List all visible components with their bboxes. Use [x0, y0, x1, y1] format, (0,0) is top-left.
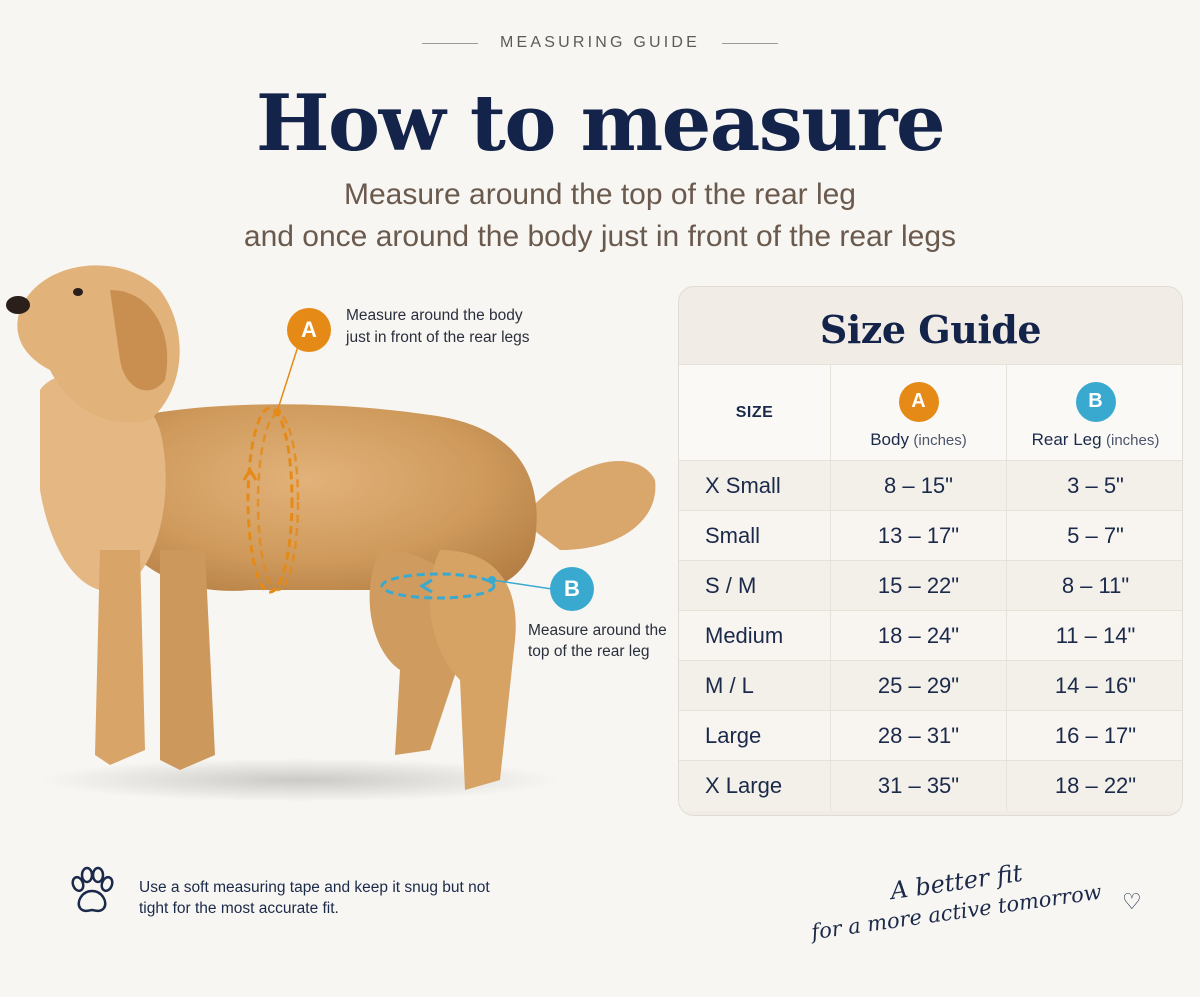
callout-a-text: Measure around the body just in front of…	[346, 307, 530, 346]
header-body-label: Body	[870, 429, 909, 449]
header-size-label: SIZE	[735, 403, 774, 421]
dog-tail	[520, 460, 656, 550]
dog-front-leg-right	[160, 550, 215, 770]
body-cell: 8 – 15"	[831, 461, 1007, 510]
dog-ear	[110, 290, 168, 391]
table-row: Large 28 – 31" 16 – 17"	[679, 711, 1182, 761]
table-row: X Large 31 – 35" 18 – 22"	[679, 761, 1182, 811]
leg-cell: 11 – 14"	[1055, 622, 1136, 648]
header-a-badge: A	[898, 381, 939, 422]
size-cell: X Large	[679, 761, 831, 811]
paw-icon	[66, 866, 118, 918]
callout-b-text: Measure around the top of the rear leg	[528, 622, 667, 660]
leg-cell: 3 – 5"	[1067, 472, 1124, 498]
dog-eye	[73, 288, 83, 296]
heart-icon: ♡	[1122, 890, 1142, 915]
subtitle-line-1: Measure around the top of the rear leg	[344, 178, 856, 211]
size-table: SIZE A Body (inches) B Rear Leg (inches)…	[679, 364, 1182, 811]
leg-cell: 8 – 11"	[1061, 572, 1130, 598]
eyebrow-rule-left	[421, 42, 478, 44]
dog-chest	[40, 373, 166, 592]
floor-shadow	[40, 758, 560, 802]
callout-b-badge: B	[550, 567, 594, 611]
eyebrow: MEASURING GUIDE	[0, 34, 1200, 52]
body-cell: 31 – 35"	[831, 761, 1007, 811]
tagline: A better fit for a more active tomorrow …	[800, 859, 1160, 960]
tip-text: Use a soft measuring tape and keep it sn…	[139, 879, 490, 917]
measure-a-loop	[242, 339, 301, 594]
size-cell: M / L	[679, 661, 831, 710]
table-row: Medium 18 – 24" 11 – 14"	[679, 611, 1182, 661]
dog-illustration	[0, 250, 670, 810]
body-cell: 13 – 17"	[831, 511, 1007, 560]
leg-cell: 16 – 17"	[1054, 722, 1137, 748]
size-guide-card: Size Guide SIZE A Body (inches) B Rear L…	[678, 286, 1183, 816]
body-cell: 28 – 31"	[831, 711, 1007, 760]
callout-a-badge: A	[287, 308, 331, 352]
size-guide-title: Size Guide	[819, 307, 1042, 352]
header-leg-text: Rear Leg (inches)	[1032, 430, 1160, 450]
header-leg-cell: B Rear Leg (inches)	[1007, 365, 1182, 460]
table-row: Small 13 – 17" 5 – 7"	[679, 511, 1182, 561]
dog-image	[6, 265, 656, 802]
page-subtitle: Measure around the top of the rear leg a…	[0, 174, 1200, 258]
header-b-badge: B	[1075, 381, 1116, 422]
body-cell: 15 – 22"	[831, 561, 1007, 610]
table-row: S / M 15 – 22" 8 – 11"	[679, 561, 1182, 611]
size-table-body: X Small 8 – 15" 3 – 5" Small 13 – 17" 5 …	[679, 461, 1182, 811]
dog-body	[120, 404, 537, 594]
body-cell: 18 – 24"	[831, 611, 1007, 660]
header-leg-label: Rear Leg	[1031, 429, 1102, 449]
leg-cell: 18 – 22"	[1054, 773, 1137, 798]
dog-nose	[6, 296, 30, 314]
size-table-header: SIZE A Body (inches) B Rear Leg (inches)	[679, 364, 1182, 461]
eyebrow-text: MEASURING GUIDE	[499, 34, 700, 51]
size-cell: Large	[679, 711, 831, 760]
dog-rear-leg-right	[429, 550, 516, 790]
header-body-text: Body (inches)	[870, 430, 967, 450]
dog-front-leg-left	[95, 550, 145, 765]
header-leg-unit: (inches)	[1106, 431, 1160, 449]
header-body-unit: (inches)	[913, 431, 967, 449]
header-body-cell: A Body (inches)	[831, 365, 1007, 460]
size-cell: Small	[679, 511, 831, 560]
size-cell: S / M	[679, 561, 831, 610]
leg-cell: 14 – 16"	[1054, 672, 1137, 698]
leg-cell: 5 – 7"	[1067, 522, 1124, 548]
size-cell: Medium	[679, 611, 831, 660]
size-cell: X Small	[679, 461, 831, 510]
header-size-cell: SIZE	[679, 365, 831, 460]
table-row: M / L 25 – 29" 14 – 16"	[679, 661, 1182, 711]
eyebrow-rule-right	[722, 42, 778, 44]
subtitle-line-2: and once around the body just in front o…	[243, 220, 957, 253]
body-cell: 25 – 29"	[831, 661, 1007, 710]
table-row: X Small 8 – 15" 3 – 5"	[679, 461, 1182, 511]
page-title: How to measure	[255, 78, 946, 169]
measure-b-loop	[380, 572, 553, 600]
